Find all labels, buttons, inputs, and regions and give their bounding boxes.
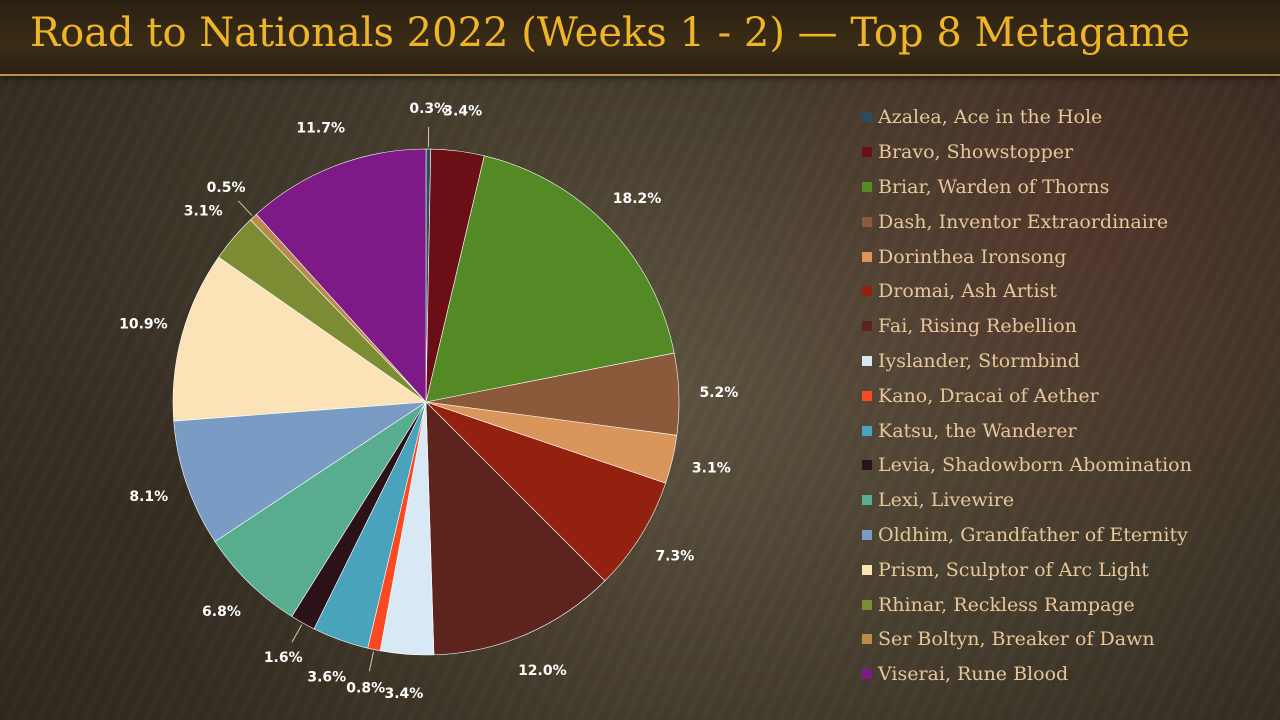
legend-swatch [862,599,872,610]
slice-value-label: 12.0% [518,663,567,679]
legend-label: Rhinar, Reckless Rampage [878,593,1135,616]
chart-legend: Azalea, Ace in the Hole Bravo, Showstoppe… [862,100,1272,692]
legend-swatch [862,181,872,192]
legend-swatch [862,390,872,401]
legend-label: Dash, Inventor Extraordinaire [878,210,1169,233]
slice-value-label: 1.6% [264,650,303,666]
slice-value-label: 7.3% [655,549,694,565]
legend-item: Bravo, Showstopper [862,135,1272,170]
pie-slice [425,401,606,656]
legend-swatch [862,460,872,471]
slice-value-label: 3.6% [307,670,346,686]
legend-item: Katsu, the Wanderer [862,413,1272,448]
legend-label: Lexi, Livewire [878,489,1015,512]
legend-item: Prism, Sculptor of Arc Light [862,552,1272,587]
pie-slice [173,401,428,542]
legend-swatch [862,529,872,540]
slice-value-label: 5.2% [699,385,738,401]
leader-line [238,200,253,216]
legend-label: Dorinthea Ironsong [878,245,1067,268]
slice-value-label: 10.9% [119,317,168,333]
legend-label: Kano, Dracai of Aether [878,384,1099,407]
legend-swatch [862,669,872,680]
pie-slice [255,148,427,403]
legend-label: Azalea, Ace in the Hole [878,106,1103,129]
slice-value-label: 0.3% [409,101,448,117]
legend-item: Dash, Inventor Extraordinaire [862,204,1272,239]
legend-item: Briar, Warden of Thorns [862,170,1272,205]
legend-item: Dorinthea Ironsong [862,239,1272,274]
legend-item: Ser Boltyn, Breaker of Dawn [862,622,1272,657]
legend-label: Fai, Rising Rebellion [878,315,1077,338]
legend-label: Prism, Sculptor of Arc Light [878,558,1149,581]
legend-item: Fai, Rising Rebellion [862,309,1272,344]
legend-swatch [862,112,872,123]
legend-label: Briar, Warden of Thorns [878,175,1110,198]
legend-item: Viserai, Rune Blood [862,657,1272,692]
legend-swatch [862,425,872,436]
legend-item: Kano, Dracai of Aether [862,378,1272,413]
legend-item: Oldhim, Grandfather of Eternity [862,518,1272,553]
legend-item: Rhinar, Reckless Rampage [862,587,1272,622]
slice-value-label: 3.4% [385,686,424,702]
pie-slice [172,256,427,422]
legend-label: Dromai, Ash Artist [878,280,1057,303]
legend-label: Levia, Shadowborn Abomination [878,454,1192,477]
slice-value-label: 0.5% [207,180,246,196]
legend-swatch [862,251,872,262]
legend-item: Azalea, Ace in the Hole [862,100,1272,135]
legend-label: Katsu, the Wanderer [878,419,1077,442]
legend-swatch [862,321,872,332]
slice-value-label: 3.1% [184,204,223,220]
slice-value-label: 0.8% [346,681,385,697]
legend-swatch [862,286,872,297]
legend-label: Ser Boltyn, Breaker of Dawn [878,628,1155,651]
slice-value-label: 3.1% [692,461,731,477]
slice-value-label: 3.4% [443,103,482,119]
leader-line [368,651,374,672]
slice-value-label: 18.2% [613,191,662,207]
legend-label: Oldhim, Grandfather of Eternity [878,523,1188,546]
pie-slice [425,155,675,403]
legend-swatch [862,634,872,645]
slice-value-label: 11.7% [296,121,345,137]
legend-swatch [862,216,872,227]
legend-item: Levia, Shadowborn Abomination [862,448,1272,483]
legend-item: Lexi, Livewire [862,483,1272,518]
legend-swatch [862,495,872,506]
legend-swatch [862,355,872,366]
legend-item: Dromai, Ash Artist [862,274,1272,309]
pie-slice [425,401,666,582]
legend-label: Bravo, Showstopper [878,141,1074,164]
legend-label: Iyslander, Stormbind [878,349,1080,372]
slice-value-label: 6.8% [202,604,241,620]
pie-slice [214,401,427,617]
title-bar: Road to Nationals 2022 (Weeks 1 - 2) — T… [0,0,1280,76]
slice-value-label: 8.1% [129,489,168,505]
legend-swatch [862,564,872,575]
legend-swatch [862,147,872,158]
legend-item: Iyslander, Stormbind [862,344,1272,379]
chart-title: Road to Nationals 2022 (Weeks 1 - 2) — T… [30,10,1191,56]
leader-line [291,624,303,643]
legend-label: Viserai, Rune Blood [878,663,1069,686]
